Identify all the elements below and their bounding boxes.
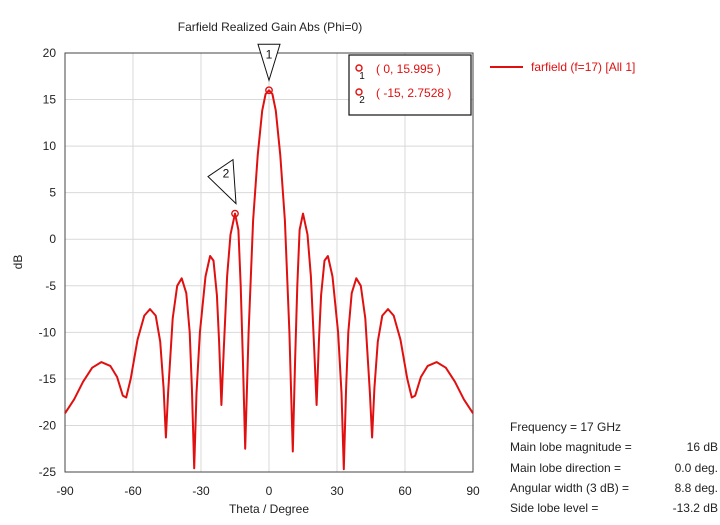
legend-entry: farfield (f=17) [All 1] [531,60,635,74]
y-axis-label: dB [11,255,25,270]
marker-2-number: 2 [223,167,230,181]
marker-box-2-label: ( -15, 2.7528 ) [376,86,451,100]
y-tick-label: -25 [39,465,57,479]
marker-box-2-index: 2 [359,95,365,106]
series-line [64,89,474,471]
y-tick-label: 10 [43,139,57,153]
y-tick-label: -15 [39,372,57,386]
x-tick-label: -90 [56,484,74,498]
marker-2-point [231,209,239,218]
y-tick-label: -10 [39,325,57,339]
chart-title: Farfield Realized Gain Abs (Phi=0) [178,20,362,34]
x-axis-label: Theta / Degree [229,502,309,516]
info-side-lobe-level: Side lobe level = -13.2 dB [510,501,718,516]
marker-1-number: 1 [266,47,273,61]
y-tick-label: -20 [39,418,57,432]
y-tick-label: 20 [43,46,57,60]
x-tick-label: -30 [192,484,210,498]
x-tick-labels: -90 -60 -30 0 30 60 90 [56,484,480,498]
legend: farfield (f=17) [All 1] [490,60,635,74]
marker-box-frame [348,54,472,116]
y-tick-label: 15 [43,93,57,107]
marker-readout-box: 1 ( 0, 15.995 ) 2 ( -15, 2.7528 ) [348,54,472,116]
y-tick-label: -5 [45,279,56,293]
info-frequency: Frequency = 17 GHz [510,420,622,434]
grid [64,52,474,473]
marker-box-2-symbol [355,88,363,96]
marker-box-1-index: 1 [359,71,365,82]
x-tick-label: 60 [398,484,412,498]
x-tick-label: 90 [466,484,480,498]
marker-1-point [265,86,273,95]
farfield-summary: Frequency = 17 GHz Main lobe magnitude =… [510,417,718,518]
y-tick-labels: -25 -20 -15 -10 -5 0 5 10 15 20 [39,46,57,479]
marker-box-1-label: ( 0, 15.995 ) [376,62,441,76]
x-tick-label: 30 [330,484,344,498]
x-tick-label: -60 [124,484,142,498]
marker-box-1-symbol [355,64,363,72]
info-angular-width: Angular width (3 dB) = 8.8 deg. [510,480,718,495]
y-tick-label: 0 [49,232,56,246]
marker-2-pointer [207,158,237,205]
x-tick-label: 0 [266,484,273,498]
info-main-lobe-magnitude: Main lobe magnitude = 16 dB [510,440,718,455]
markers: 12 [207,43,281,218]
info-main-lobe-direction: Main lobe direction = 0.0 deg. [510,460,718,475]
y-tick-label: 5 [49,186,56,200]
marker-1-pointer [257,43,281,83]
